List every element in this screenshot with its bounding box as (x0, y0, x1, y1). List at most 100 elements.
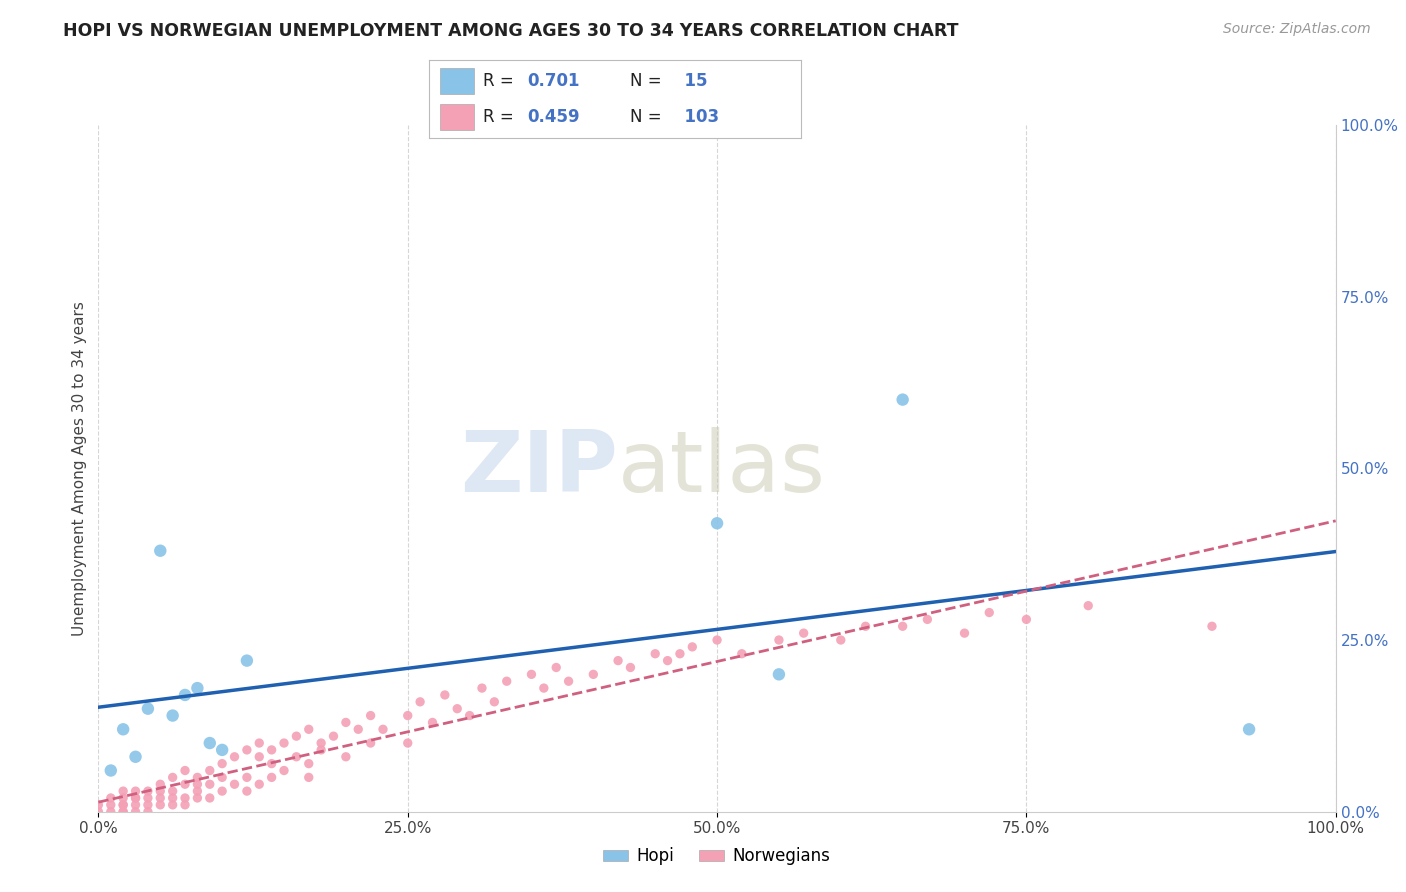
Point (124, 784, 146, 798)
Point (458, 708, 481, 723)
Point (174, 764, 197, 778)
FancyBboxPatch shape (440, 103, 474, 130)
Point (335, 749, 357, 764)
Point (260, 743, 283, 757)
Point (285, 729, 308, 743)
Point (186, 777, 208, 791)
Text: 0.701: 0.701 (527, 72, 581, 90)
Point (495, 674, 517, 689)
Point (768, 667, 790, 681)
Point (87, 797, 110, 812)
Point (112, 797, 135, 812)
Point (136, 784, 159, 798)
Point (100, 791, 122, 805)
Text: R =: R = (482, 72, 519, 90)
Point (136, 791, 159, 805)
Point (186, 681, 208, 695)
Point (162, 770, 184, 785)
Point (371, 723, 394, 737)
Point (347, 723, 370, 737)
Point (891, 392, 914, 407)
Point (298, 723, 321, 737)
Point (360, 736, 382, 750)
Point (409, 695, 432, 709)
Point (174, 688, 197, 702)
Point (136, 797, 159, 812)
Point (706, 516, 728, 531)
Point (124, 749, 146, 764)
Point (309, 743, 332, 757)
Point (768, 633, 790, 648)
Point (162, 784, 184, 798)
Point (211, 743, 233, 757)
Point (706, 633, 728, 648)
Text: 103: 103 (673, 108, 718, 126)
Point (136, 805, 159, 819)
Point (396, 736, 419, 750)
Point (273, 736, 295, 750)
Text: N =: N = (630, 108, 666, 126)
Point (87, 805, 110, 819)
Point (731, 647, 754, 661)
Text: N =: N = (630, 72, 666, 90)
Point (607, 654, 630, 668)
Y-axis label: Unemployment Among Ages 30 to 34 years: Unemployment Among Ages 30 to 34 years (72, 301, 87, 636)
Text: HOPI VS NORWEGIAN UNEMPLOYMENT AMONG AGES 30 TO 34 YEARS CORRELATION CHART: HOPI VS NORWEGIAN UNEMPLOYMENT AMONG AGE… (63, 22, 959, 40)
Point (112, 784, 135, 798)
Point (224, 777, 246, 791)
Legend: Hopi, Norwegians: Hopi, Norwegians (596, 841, 838, 872)
Point (124, 805, 146, 819)
FancyBboxPatch shape (440, 68, 474, 95)
Point (360, 708, 382, 723)
Point (557, 674, 579, 689)
Point (112, 797, 135, 812)
Point (471, 681, 494, 695)
Point (247, 749, 270, 764)
Point (546, 660, 568, 674)
Point (681, 640, 703, 654)
Point (979, 606, 1001, 620)
Point (260, 770, 283, 785)
Point (1201, 619, 1223, 633)
Point (124, 797, 146, 812)
Text: 15: 15 (673, 72, 707, 90)
Point (100, 805, 122, 819)
Point (260, 756, 283, 771)
Point (162, 797, 184, 812)
Point (953, 626, 976, 640)
Point (298, 756, 321, 771)
Point (149, 784, 172, 798)
Point (396, 708, 419, 723)
Point (322, 729, 344, 743)
Point (149, 791, 172, 805)
Point (149, 777, 172, 791)
Point (186, 770, 208, 785)
Point (174, 777, 197, 791)
Text: ZIP: ZIP (460, 426, 619, 510)
Text: Source: ZipAtlas.com: Source: ZipAtlas.com (1223, 22, 1371, 37)
Point (309, 736, 332, 750)
Point (422, 715, 444, 730)
Point (335, 715, 357, 730)
Point (198, 777, 221, 791)
Point (446, 701, 468, 715)
Point (520, 667, 543, 681)
Point (484, 695, 506, 709)
Point (198, 764, 221, 778)
Point (211, 756, 233, 771)
Point (273, 764, 295, 778)
Point (112, 723, 135, 737)
Point (198, 736, 221, 750)
Text: R =: R = (482, 108, 519, 126)
Point (149, 797, 172, 812)
Point (100, 797, 122, 812)
Point (285, 749, 308, 764)
Point (1077, 599, 1099, 613)
Point (582, 667, 605, 681)
Point (236, 743, 259, 757)
Point (917, 612, 939, 626)
Point (236, 770, 259, 785)
Point (198, 791, 221, 805)
Point (433, 688, 456, 702)
Point (644, 647, 666, 661)
